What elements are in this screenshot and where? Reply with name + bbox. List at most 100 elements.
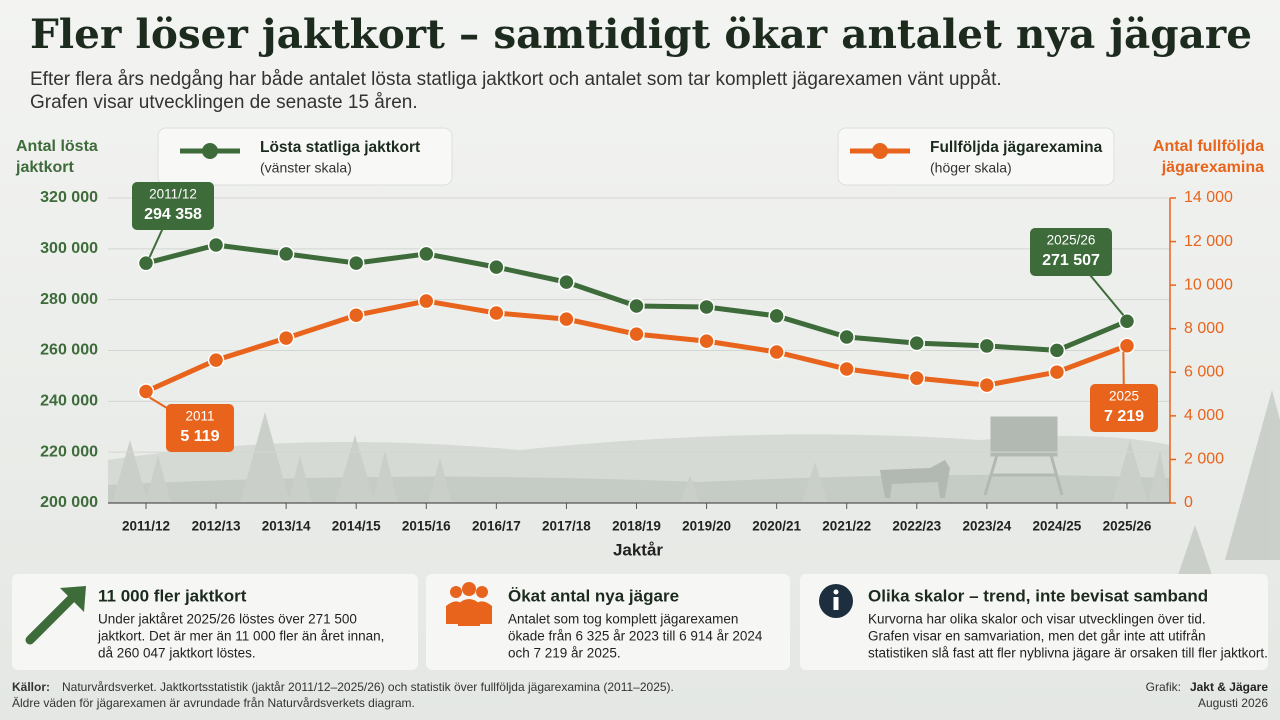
data-point [838,360,855,378]
x-tick-label: 2018/19 [612,519,661,534]
legend-swatch [872,143,888,159]
info-text: då 260 047 jaktkort löstes. [98,646,256,661]
info-title: 11 000 fler jaktkort [98,586,247,605]
legend-swatch [202,143,218,159]
x-tick-label: 2025/26 [1103,519,1152,534]
callout-period: 2025 [1109,389,1139,404]
subtitle: Efter flera års nedgång har både antalet… [30,69,1002,90]
data-point [628,297,645,315]
data-point [838,328,855,346]
data-point [1118,337,1136,354]
x-tick-label: 2016/17 [472,519,521,534]
data-point [418,245,435,263]
data-point [908,334,926,352]
y-tick-label: 200 000 [40,494,98,511]
data-point [698,332,715,350]
y-tick-label: 320 000 [40,189,98,206]
info-text: Kurvorna har olika skalor och visar utve… [868,612,1206,627]
data-point [698,298,715,316]
data-point [347,254,365,272]
info-text: ökade från 6 325 år 2023 till 6 914 år 2… [508,629,763,644]
data-point [558,273,575,291]
info-text: Antalet som tog komplett jägarexamen [508,612,738,627]
credit-label: Grafik: [1146,680,1181,694]
x-tick-label: 2012/13 [192,519,241,534]
x-tick-label: 2014/15 [332,519,381,534]
y-tick-label: 260 000 [40,342,98,359]
data-label: 5 119 [180,428,219,445]
x-tick-label: 2023/24 [962,519,1011,534]
legend-label: Lösta statliga jaktkort [260,139,420,156]
x-tick-label: 2017/18 [542,519,591,534]
x-tick-label: 2024/25 [1033,519,1082,534]
data-point [768,343,785,361]
callout-box [1090,384,1158,432]
y-tick-label: 300 000 [40,240,98,257]
info-text: statistiken slå fast att fler nyblivna j… [868,646,1268,661]
x-tick-label: 2015/16 [402,519,451,534]
y2-axis-title: jägarexamina [1161,159,1264,176]
data-point [558,310,575,328]
y2-tick-label: 0 [1184,494,1193,511]
data-point [978,376,996,394]
y2-axis-title: Antal fullföljda [1153,138,1264,155]
data-point [978,337,996,355]
data-point [908,369,926,387]
y-axis-title: Antal lösta [16,138,98,155]
legend-note: (vänster skala) [260,160,352,176]
y2-tick-label: 2 000 [1184,451,1224,468]
info-text: Under jaktåret 2025/26 löstes över 271 5… [98,612,357,627]
legend-box [837,127,1115,186]
y2-tick-label: 14 000 [1184,189,1233,206]
y-tick-label: 280 000 [40,291,98,308]
data-point [1118,313,1136,330]
x-tick-label: 2021/22 [822,519,871,534]
y-axis-title: jaktkort [15,159,74,176]
callout-period: 2011/12 [149,187,197,202]
credit-date: Augusti 2026 [1198,696,1268,710]
info-box [800,574,1268,670]
data-point [1048,342,1066,359]
legend-label: Fullföljda jägarexamina [930,139,1103,156]
data-point [488,304,505,322]
info-box [426,574,790,670]
x-axis-title: Jaktår [613,540,663,559]
x-tick-label: 2020/21 [752,519,801,534]
y2-tick-label: 12 000 [1184,233,1233,250]
data-point [768,307,785,325]
callout-period: 2011 [185,409,214,424]
callout-box [166,404,234,452]
data-point [207,236,225,254]
sources-text: Naturvårdsverket. Jaktkortsstatistik (ja… [62,680,674,694]
info-text: jaktkort. Det är mer än 11 000 fler än å… [97,629,384,644]
data-point [488,258,505,276]
x-tick-label: 2011/12 [122,519,170,534]
callout-box [132,182,214,230]
callout-box [1030,228,1112,276]
data-point [418,292,435,310]
data-point [628,325,645,343]
info-title: Ökat antal nya jägare [508,586,679,605]
arrow-icon [25,586,86,645]
x-tick-label: 2019/20 [682,519,731,534]
sources-label: Källor: [12,680,50,694]
y-tick-label: 240 000 [40,393,98,410]
data-point [207,351,225,369]
data-label: 271 507 [1042,252,1100,269]
y-tick-label: 220 000 [40,443,98,460]
legend-box [157,127,453,186]
people-icon [446,582,492,626]
data-point [277,245,295,263]
y2-tick-label: 4 000 [1184,407,1224,424]
data-label: 7 219 [1104,408,1144,425]
footnote: Äldre väden för jägarexamen är avrundade… [12,696,415,710]
y2-tick-label: 8 000 [1184,320,1224,337]
chart-title: Fler löser jaktkort – samtidigt ökar ant… [30,11,1252,58]
x-tick-label: 2013/14 [262,519,311,534]
x-tick-label: 2022/23 [892,519,941,534]
credit-name: Jakt & Jägare [1190,680,1268,694]
data-label: 294 358 [144,206,202,223]
info-box [12,574,418,670]
landscape [108,390,1280,575]
